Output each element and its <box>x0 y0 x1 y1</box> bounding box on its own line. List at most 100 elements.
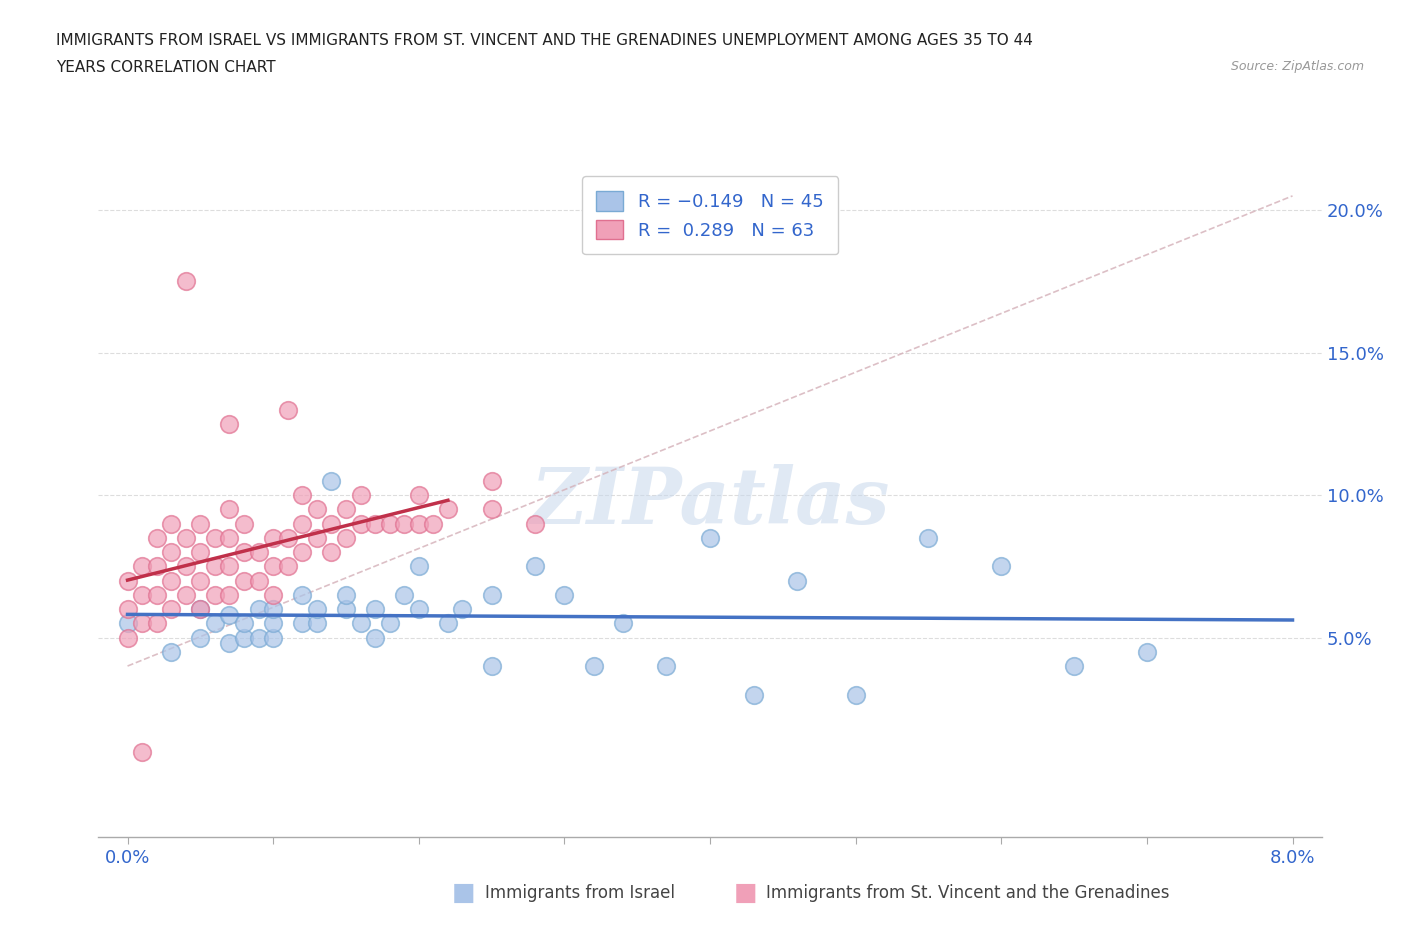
Point <box>174 530 197 545</box>
Text: ZIPatlas: ZIPatlas <box>530 464 890 540</box>
Point <box>392 516 415 531</box>
Point <box>655 658 678 673</box>
Point <box>218 559 240 574</box>
Point <box>612 616 634 631</box>
Point <box>481 473 503 488</box>
Point <box>131 616 153 631</box>
Point <box>218 530 240 545</box>
Point <box>437 616 460 631</box>
Point <box>277 402 299 417</box>
Point <box>481 658 503 673</box>
Text: ■: ■ <box>453 881 475 905</box>
Text: ■: ■ <box>734 881 756 905</box>
Point <box>262 530 284 545</box>
Point <box>188 545 212 560</box>
Point <box>335 602 357 617</box>
Point <box>422 516 444 531</box>
Point <box>117 616 139 631</box>
Point <box>247 602 270 617</box>
Point <box>321 516 343 531</box>
Point <box>145 616 167 631</box>
Point <box>553 588 575 603</box>
Point <box>117 631 139 645</box>
Point <box>408 559 430 574</box>
Point <box>145 530 167 545</box>
Point <box>451 602 474 617</box>
Point <box>145 559 167 574</box>
Point <box>1136 644 1159 659</box>
Point <box>262 559 284 574</box>
Point <box>131 744 153 759</box>
Point <box>305 616 328 631</box>
Point <box>188 573 212 588</box>
Point <box>742 687 765 702</box>
Point <box>699 530 721 545</box>
Point <box>335 502 357 517</box>
Point <box>188 602 212 617</box>
Point <box>408 516 430 531</box>
Text: YEARS CORRELATION CHART: YEARS CORRELATION CHART <box>56 60 276 75</box>
Point <box>218 607 240 622</box>
Point <box>786 573 808 588</box>
Point <box>247 631 270 645</box>
Point <box>131 559 153 574</box>
Point <box>174 559 197 574</box>
Point <box>174 274 197 289</box>
Text: IMMIGRANTS FROM ISRAEL VS IMMIGRANTS FROM ST. VINCENT AND THE GRENADINES UNEMPLO: IMMIGRANTS FROM ISRAEL VS IMMIGRANTS FRO… <box>56 33 1033 47</box>
Point <box>233 631 256 645</box>
Point <box>917 530 939 545</box>
Point <box>160 573 183 588</box>
Point <box>378 616 401 631</box>
Point <box>160 516 183 531</box>
Text: Immigrants from St. Vincent and the Grenadines: Immigrants from St. Vincent and the Gren… <box>766 884 1170 902</box>
Point <box>291 588 314 603</box>
Point <box>408 487 430 502</box>
Point <box>277 559 299 574</box>
Point <box>188 602 212 617</box>
Point <box>233 573 256 588</box>
Point <box>364 516 387 531</box>
Point <box>524 516 547 531</box>
Point <box>392 588 415 603</box>
Point <box>277 530 299 545</box>
Point <box>364 631 387 645</box>
Point <box>481 502 503 517</box>
Point <box>247 573 270 588</box>
Point <box>117 602 139 617</box>
Point <box>321 545 343 560</box>
Point <box>291 616 314 631</box>
Point <box>188 516 212 531</box>
Point <box>204 559 226 574</box>
Point <box>349 616 371 631</box>
Point <box>349 487 371 502</box>
Point <box>262 588 284 603</box>
Point <box>174 588 197 603</box>
Point <box>305 602 328 617</box>
Point <box>481 588 503 603</box>
Point <box>160 644 183 659</box>
Point <box>1063 658 1085 673</box>
Point <box>378 516 401 531</box>
Text: Source: ZipAtlas.com: Source: ZipAtlas.com <box>1230 60 1364 73</box>
Point <box>145 588 167 603</box>
Point <box>262 631 284 645</box>
Point <box>204 588 226 603</box>
Point <box>247 545 270 560</box>
Point <box>305 530 328 545</box>
Point <box>437 502 460 517</box>
Point <box>582 658 605 673</box>
Point <box>335 588 357 603</box>
Point <box>233 616 256 631</box>
Point <box>524 559 547 574</box>
Point <box>218 417 240 432</box>
Point <box>845 687 868 702</box>
Point <box>335 530 357 545</box>
Point <box>291 487 314 502</box>
Point <box>364 602 387 617</box>
Point <box>305 502 328 517</box>
Point <box>262 602 284 617</box>
Point <box>188 631 212 645</box>
Text: Immigrants from Israel: Immigrants from Israel <box>485 884 675 902</box>
Point <box>117 573 139 588</box>
Point <box>218 636 240 651</box>
